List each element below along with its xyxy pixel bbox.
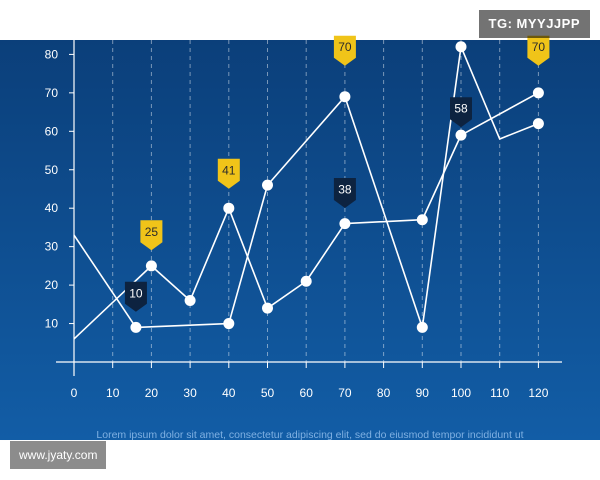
data-point-s2-7 <box>416 214 428 226</box>
data-point-s1-4 <box>339 91 351 103</box>
data-point-s1-7 <box>532 118 544 130</box>
callout-4: 38 <box>333 177 356 208</box>
data-point-s2-6 <box>339 218 351 230</box>
x-tick-label-80: 80 <box>377 386 391 400</box>
x-tick-label-20: 20 <box>145 386 159 400</box>
callout-flag-2 <box>140 220 163 251</box>
watermark-bottom-left: www.jyaty.com <box>10 441 107 469</box>
callout-label-2: 25 <box>145 225 159 239</box>
series-markers <box>130 41 544 333</box>
x-tick-label-120: 120 <box>528 386 548 400</box>
caption-text: Lorem ipsum dolor sit amet, consectetur … <box>96 429 523 441</box>
data-point-s1-1 <box>130 321 142 333</box>
y-tick-label-60: 60 <box>45 124 59 138</box>
y-tick-label-80: 80 <box>45 47 59 61</box>
data-point-s2-5 <box>300 275 312 287</box>
callout-label-1: 10 <box>129 286 143 300</box>
callout-flag-5 <box>333 35 356 66</box>
callout-label-5: 70 <box>338 40 352 54</box>
callout-label-4: 38 <box>338 182 352 196</box>
callout-6: 58 <box>450 97 472 128</box>
callout-label-3: 41 <box>222 163 236 177</box>
callout-flag-6 <box>450 97 472 128</box>
x-tick-label-70: 70 <box>338 386 352 400</box>
x-tick-label-60: 60 <box>300 386 314 400</box>
callout-5: 70 <box>333 35 356 66</box>
data-point-s1-6 <box>455 41 467 53</box>
x-tick-label-10: 10 <box>106 386 120 400</box>
data-point-s2-2 <box>184 294 196 306</box>
y-tick-label-20: 20 <box>45 278 59 292</box>
data-point-s1-2 <box>223 318 235 330</box>
y-tick-label-30: 30 <box>45 240 59 254</box>
data-point-s2-4 <box>262 302 273 314</box>
x-tick-label-0: 0 <box>71 386 78 400</box>
data-point-s1-5 <box>416 321 428 333</box>
data-point-s2-9 <box>532 87 544 99</box>
x-tick-label-50: 50 <box>261 386 275 400</box>
x-tick-label-40: 40 <box>222 386 236 400</box>
callout-label-6: 58 <box>454 102 468 116</box>
y-tick-label-70: 70 <box>45 86 59 100</box>
watermark-top-right: TG: MYYJJPP <box>478 10 590 38</box>
x-tick-label-90: 90 <box>416 386 430 400</box>
y-tick-label-40: 40 <box>45 201 59 215</box>
x-tick-label-100: 100 <box>451 386 471 400</box>
callout-7: 70 <box>527 35 550 66</box>
series-line-2 <box>73 92 539 340</box>
y-tick-label-10: 10 <box>45 317 59 331</box>
callout-1: 10 <box>124 281 147 312</box>
chart-background <box>0 40 600 440</box>
value-callouts: 10 25 41 38 70 58 70 <box>124 35 550 312</box>
x-tick-label-110: 110 <box>490 386 509 400</box>
callout-3: 41 <box>217 158 240 189</box>
axes: 10 20 30 40 50 60 70 80 0 10 20 30 40 50 60 70 80 90 100 11… <box>45 40 562 400</box>
data-point-s2-3 <box>223 202 235 214</box>
callout-flag-3 <box>217 158 240 189</box>
data-point-s1-3 <box>262 179 273 191</box>
callout-flag-4 <box>333 177 356 208</box>
callout-flag-1 <box>124 281 147 312</box>
data-point-s2-8 <box>455 129 467 141</box>
x-tick-label-30: 30 <box>183 386 197 400</box>
callout-flag-7 <box>527 35 550 66</box>
y-tick-label-50: 50 <box>45 163 59 177</box>
data-point-s2-1 <box>145 260 157 272</box>
callout-label-7: 70 <box>532 40 546 54</box>
callout-2: 25 <box>140 220 163 251</box>
